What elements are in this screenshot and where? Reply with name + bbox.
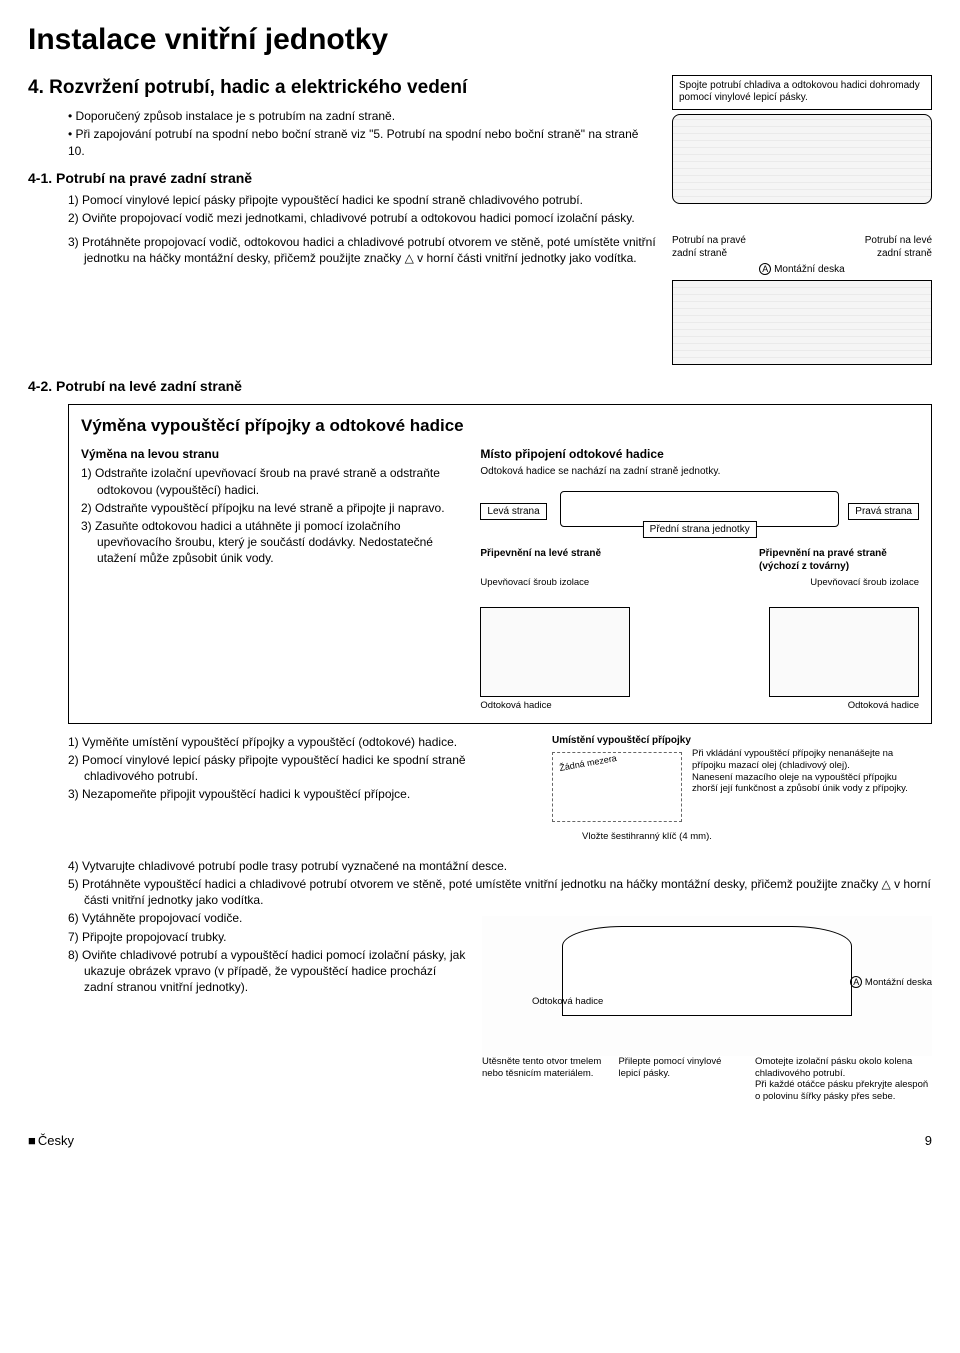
exchange-right-heading: Místo připojení odtokové hadice	[480, 446, 919, 462]
section-4-bullets: Doporučený způsob instalace je s potrubí…	[68, 108, 658, 159]
list-item: 2) Odstraňte vypouštěcí přípojku na levé…	[81, 500, 462, 516]
callout-seal: Utěsněte tento otvor tmelem nebo těsnicí…	[482, 1056, 608, 1102]
below-box-row: 1) Vyměňte umístění vypouštěcí přípojky …	[28, 734, 932, 844]
list-item: 1) Odstraňte izolační upevňovací šroub n…	[81, 465, 462, 497]
exchange-left-col: Výměna na levou stranu 1) Odstraňte izol…	[81, 446, 462, 713]
fig2-left-label: Potrubí na pravé zadní straně	[672, 234, 752, 261]
exchange-box-title: Výměna vypouštěcí přípojky a odtokové ha…	[81, 415, 919, 438]
callout-tape: Přilepte pomocí vinylové lepicí pásky.	[618, 1056, 744, 1102]
unit-shape	[562, 926, 852, 1016]
exchange-left-heading: Výměna na levou stranu	[81, 446, 462, 462]
callout-drain: Odtoková hadice	[532, 996, 603, 1007]
figure-1-diagram	[672, 114, 932, 204]
page-title: Instalace vnitřní jednotky	[28, 20, 932, 61]
mini-diagram-left	[480, 607, 630, 697]
list-item: 5) Protáhněte vypouštěcí hadici a chladi…	[68, 876, 932, 908]
label-screw-left: Upevňovací šroub izolace	[480, 577, 589, 590]
label-attach-right: Připevnění na pravé straně (výchozí z to…	[759, 547, 919, 574]
page-footer: Česky 9	[28, 1132, 932, 1150]
label-left-side: Levá strana	[480, 503, 546, 521]
list-item: 7) Připojte propojovací trubky.	[68, 929, 468, 945]
list-item: 3) Protáhněte propojovací vodič, odtokov…	[68, 234, 658, 266]
label-drain-right: Odtoková hadice	[848, 700, 919, 713]
connection-top-diagram: Levá strana Pravá strana Přední strana j…	[480, 481, 919, 541]
section-4-text: Rozvržení potrubí, hadic a elektrického …	[49, 77, 467, 98]
section-4-num: 4.	[28, 75, 44, 101]
fig2-right-label: Potrubí na levé zadní straně	[852, 234, 932, 261]
section-41-heading: 4-1. Potrubí na pravé zadní straně	[28, 169, 658, 188]
final-list: 4) Vytvarujte chladivové potrubí podle t…	[68, 858, 932, 909]
badge-a-icon: A	[759, 263, 771, 275]
list-item: 6) Vytáhněte propojovací vodiče.	[68, 910, 468, 926]
unit-badge-text: Montážní deska	[865, 977, 932, 988]
exchange-box: Výměna vypouštěcí přípojky a odtokové ha…	[68, 404, 932, 723]
list-item: 1) Vyměňte umístění vypouštěcí přípojky …	[68, 734, 538, 750]
section-4-row: 4. Rozvržení potrubí, hadic a elektrické…	[28, 75, 932, 228]
label-drain-left: Odtoková hadice	[480, 700, 551, 713]
list-item: 8) Oviňte chladivové potrubí a vypouštěc…	[68, 947, 468, 996]
list-item: 3) Nezapomeňte připojit vypouštěcí hadic…	[68, 786, 538, 802]
label-right-side: Pravá strana	[848, 503, 919, 521]
placement-note-1: Při vkládání vypouštěcí přípojky nenanáš…	[692, 748, 912, 772]
section-41-list2: 3) Protáhněte propojovací vodič, odtokov…	[68, 234, 658, 266]
fig2-badge-text: Montážní deska	[774, 264, 845, 275]
placement-figure: Umístění vypouštěcí přípojky Žádná mezer…	[552, 734, 912, 844]
placement-title: Umístění vypouštěcí přípojky	[552, 734, 912, 748]
section-41-row2: 3) Protáhněte propojovací vodič, odtokov…	[28, 234, 932, 366]
callout-overlap: Při každé otáčce pásku překryjte alespoň…	[755, 1079, 932, 1102]
figure-1-caption: Spojte potrubí chladiva a odtokovou hadi…	[672, 75, 932, 110]
bullet-item: Doporučený způsob instalace je s potrubí…	[68, 108, 658, 124]
placement-note-3: Vložte šestihranný klíč (4 mm).	[582, 831, 712, 844]
figure-1-column: Spojte potrubí chladiva a odtokovou hadi…	[672, 75, 932, 228]
section-41-list: 1) Pomocí vinylové lepicí pásky připojte…	[68, 192, 658, 226]
label-gap: Žádná mezera	[558, 752, 617, 774]
attachment-diagrams: Připevnění na levé straně Připevnění na …	[480, 547, 919, 697]
footer-page-number: 9	[925, 1132, 932, 1150]
badge-a-icon: A	[850, 976, 862, 988]
section-42-heading: 4-2. Potrubí na levé zadní straně	[28, 377, 932, 396]
list-item: 3) Zasuňte odtokovou hadici a utáhněte j…	[81, 518, 462, 567]
list-item: 1) Pomocí vinylové lepicí pásky připojte…	[68, 192, 658, 208]
mini-diagram-right	[769, 607, 919, 697]
figure-2-column: Potrubí na pravé zadní straně Potrubí na…	[672, 234, 932, 366]
exchange-inner-row: Výměna na levou stranu 1) Odstraňte izol…	[81, 446, 919, 713]
figure-2-diagram	[672, 280, 932, 365]
list-item: 2) Pomocí vinylové lepicí pásky připojte…	[68, 752, 538, 784]
unit-figure-col: A Montážní deska Odtoková hadice Utěsnět…	[482, 910, 932, 1102]
section-4-heading: 4. Rozvržení potrubí, hadic a elektrické…	[28, 75, 658, 101]
exchange-right-col: Místo připojení odtokové hadice Odtoková…	[480, 446, 919, 713]
list-item: 2) Oviňte propojovací vodič mezi jednotk…	[68, 210, 658, 226]
final-row: 6) Vytáhněte propojovací vodiče. 7) Přip…	[28, 910, 932, 1102]
list-item: 4) Vytvarujte chladivové potrubí podle t…	[68, 858, 932, 874]
below-left: 1) Vyměňte umístění vypouštěcí přípojky …	[68, 734, 538, 844]
label-front: Přední strana jednotky	[643, 521, 757, 539]
bullet-item: Při zapojování potrubí na spodní nebo bo…	[68, 126, 658, 158]
placement-note-2: Nanesení mazacího oleje na vypouštěcí př…	[692, 772, 912, 796]
callout-wrap: Omotejte izolační pásku okolo kolena chl…	[755, 1056, 932, 1079]
label-screw-right: Upevňovací šroub izolace	[810, 577, 919, 590]
footer-language: Česky	[28, 1132, 74, 1150]
unit-diagram: A Montážní deska Odtoková hadice	[482, 916, 932, 1056]
label-attach-left: Připevnění na levé straně	[480, 547, 601, 561]
exchange-right-sub: Odtoková hadice se nachází na zadní stra…	[480, 465, 919, 479]
